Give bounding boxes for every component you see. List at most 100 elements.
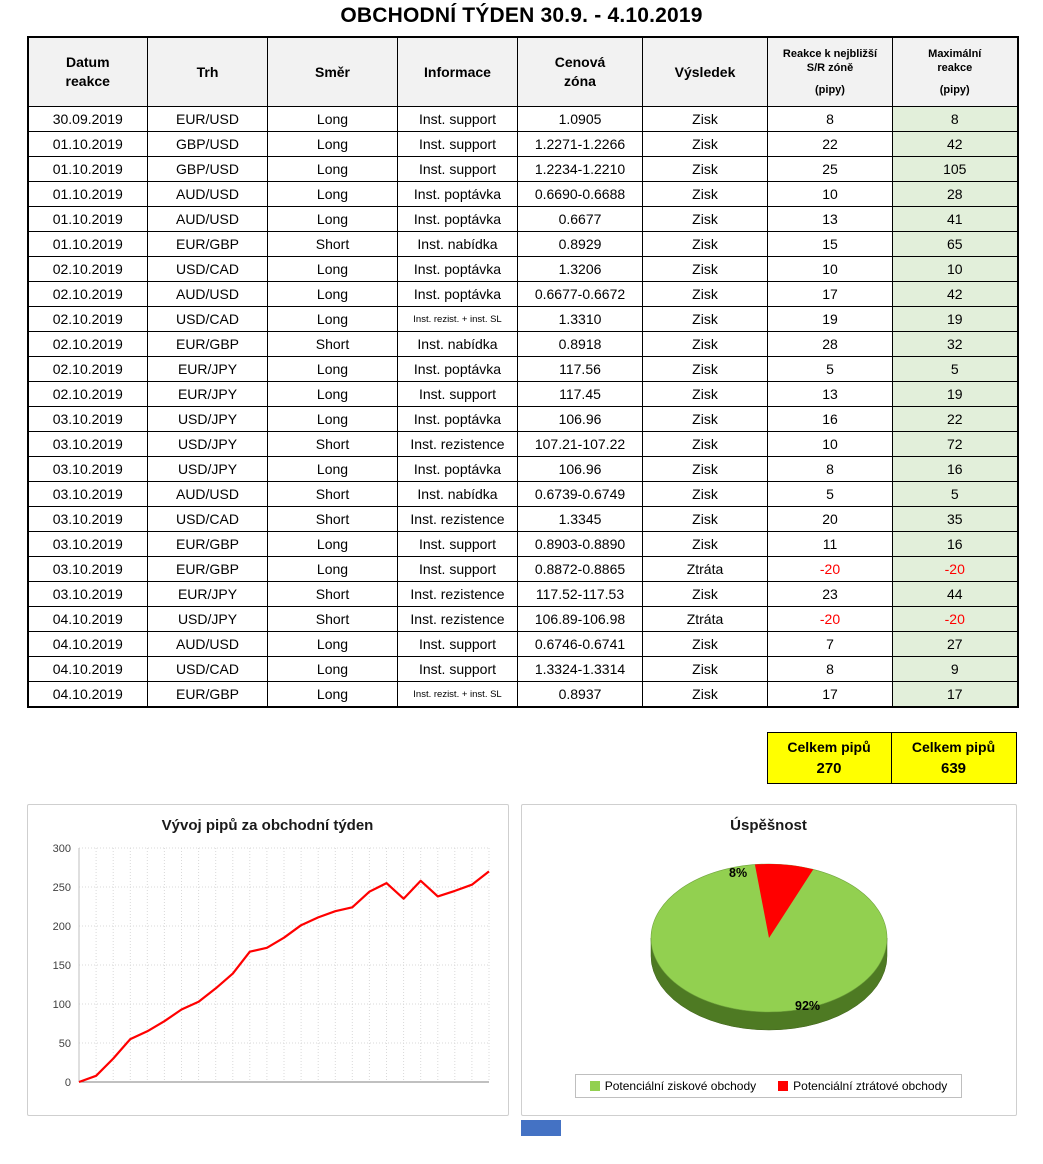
table-cell: 30.09.2019 (27, 106, 148, 132)
table-cell: 0.6677 (517, 206, 643, 232)
y-tick-label: 0 (64, 1077, 70, 1089)
table-row: 03.10.2019 USD/JPY Long Inst. poptávka 106.9… (27, 456, 1018, 482)
table-header: Datum reakce Trh Směr Informace Cenová zóna V… (27, 36, 1018, 107)
table-cell: 35 (892, 506, 1018, 532)
table-cell: -20 (767, 606, 893, 632)
table-cell: 8 (892, 106, 1018, 132)
table-cell: AUD/USD (147, 181, 268, 207)
table-cell: Zisk (642, 681, 768, 708)
table-cell: USD/CAD (147, 256, 268, 282)
table-cell: Inst. poptávka (397, 356, 518, 382)
table-cell: 5 (892, 481, 1018, 507)
table-row: 04.10.2019 EUR/GBP Long Inst. rezist. + ins… (27, 681, 1018, 708)
table-cell: Long (267, 306, 398, 332)
table-cell: 44 (892, 581, 1018, 607)
y-tick-label: 250 (52, 882, 70, 894)
table-cell: 117.45 (517, 381, 643, 407)
table-cell: EUR/GBP (147, 681, 268, 708)
table-cell: 20 (767, 506, 893, 532)
table-cell: 22 (892, 406, 1018, 432)
table-cell: 1.3310 (517, 306, 643, 332)
table-cell: Zisk (642, 631, 768, 657)
table-cell: Long (267, 281, 398, 307)
table-row: 03.10.2019 USD/JPY Short Inst. rezistence 10… (27, 431, 1018, 457)
table-cell: 1.2234-1.2210 (517, 156, 643, 182)
table-cell: 22 (767, 131, 893, 157)
table-cell: 0.6690-0.6688 (517, 181, 643, 207)
table-cell: 16 (892, 456, 1018, 482)
pie-legend: Potenciální ziskové obchody Potenciální z… (522, 1074, 1016, 1098)
table-cell: 117.56 (517, 356, 643, 382)
legend-swatch (778, 1081, 789, 1091)
table-cell: 02.10.2019 (27, 281, 148, 307)
legend-swatch (589, 1081, 600, 1091)
table-cell: 01.10.2019 (27, 231, 148, 257)
legend-label: Potenciální ztrátové obchody (793, 1079, 948, 1093)
pips-line-series (78, 870, 490, 1084)
table-cell: Inst. poptávka (397, 456, 518, 482)
table-cell: Long (267, 181, 398, 207)
table-cell: 9 (892, 656, 1018, 682)
table-row: 03.10.2019 EUR/GBP Long Inst. support 0.8903… (27, 531, 1018, 557)
table-cell: USD/CAD (147, 306, 268, 332)
table-cell: 1.2271-1.2266 (517, 131, 643, 157)
table-cell: 1.3206 (517, 256, 643, 282)
table-cell: Zisk (642, 481, 768, 507)
y-tick-label: 150 (52, 960, 70, 972)
table-cell: Ztráta (642, 556, 768, 582)
table-cell: USD/JPY (147, 406, 268, 432)
column-header-label: Datum reakce (65, 54, 110, 89)
y-tick-label: 300 (52, 843, 70, 855)
table-cell: Zisk (642, 331, 768, 357)
table-cell: Inst. support (397, 631, 518, 657)
table-cell: 02.10.2019 (27, 306, 148, 332)
table-cell: 28 (892, 181, 1018, 207)
header-row: Datum reakce Trh Směr Informace Cenová zóna V… (27, 36, 1018, 107)
table-cell: 5 (892, 356, 1018, 382)
table-cell: Zisk (642, 206, 768, 232)
table-cell: Inst. support (397, 381, 518, 407)
table-cell: 106.89-106.98 (517, 606, 643, 632)
table-cell: 03.10.2019 (27, 506, 148, 532)
table-cell: 0.6746-0.6741 (517, 631, 643, 657)
table-cell: 0.8929 (517, 231, 643, 257)
table-cell: Long (267, 531, 398, 557)
table-cell: -20 (767, 556, 893, 582)
table-cell: Long (267, 131, 398, 157)
table-cell: 04.10.2019 (27, 681, 148, 708)
table-cell: 16 (767, 406, 893, 432)
table-cell: 5 (767, 356, 893, 382)
table-cell: 0.8903-0.8890 (517, 531, 643, 557)
table-cell: Inst. support (397, 156, 518, 182)
pie-chart-box: Úspěšnost 8% 92% Potenciální ziskové obch… (520, 804, 1017, 1116)
table-cell: Inst. nabídka (397, 481, 518, 507)
summary-row: Celkem pipů 270 Celkem pipů 639 (27, 732, 1017, 784)
table-cell: Zisk (642, 406, 768, 432)
column-header: Datum reakce (27, 36, 148, 107)
table-cell: Inst. poptávka (397, 406, 518, 432)
pie-chart-title: Úspěšnost (730, 817, 807, 834)
table-cell: USD/JPY (147, 456, 268, 482)
table-cell: Inst. support (397, 531, 518, 557)
table-cell: AUD/USD (147, 631, 268, 657)
table-row: 30.09.2019 EUR/USD Long Inst. support 1.0905… (27, 106, 1018, 132)
total-max-pips: Celkem pipů 639 (891, 732, 1017, 784)
table-cell: 72 (892, 431, 1018, 457)
table-row: 02.10.2019 AUD/USD Long Inst. poptávka 0.667… (27, 281, 1018, 307)
table-row: 03.10.2019 USD/JPY Long Inst. poptávka 106.9… (27, 406, 1018, 432)
table-cell: Inst. rezistence (397, 506, 518, 532)
pie-label-win: 92% (795, 999, 820, 1013)
pie-label-loss: 8% (729, 866, 747, 880)
table-cell: 19 (892, 306, 1018, 332)
report-page: OBCHODNÍ TÝDEN 30.9. - 4.10.2019 Datum r… (26, 0, 1019, 1136)
table-cell: Inst. rezistence (397, 606, 518, 632)
table-cell: 117.52-117.53 (517, 581, 643, 607)
legend-label: Potenciální ziskové obchody (604, 1079, 757, 1093)
table-cell: EUR/GBP (147, 556, 268, 582)
column-header: Maximální reakce (pipy) (892, 36, 1018, 107)
table-cell: 17 (767, 681, 893, 708)
table-cell: 03.10.2019 (27, 406, 148, 432)
line-chart-title: Vývoj pipů za obchodní týden (161, 817, 374, 834)
table-row: 03.10.2019 EUR/JPY Short Inst. rezistence 11… (27, 581, 1018, 607)
table-cell: Inst. poptávka (397, 206, 518, 232)
